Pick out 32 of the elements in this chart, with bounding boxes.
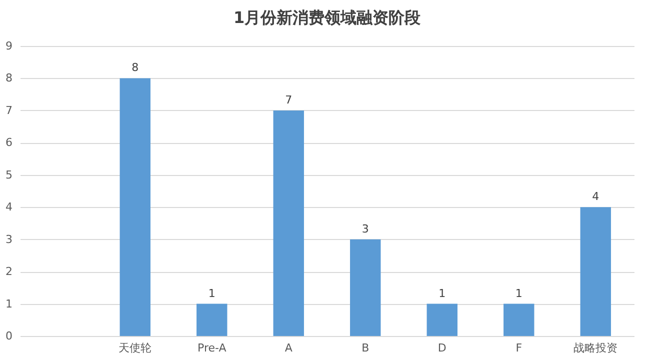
chart-title: 1月份新消费领域融资阶段 <box>233 8 422 27</box>
y-tick-label: 2 <box>6 265 12 278</box>
data-label: 1 <box>208 286 216 300</box>
bar <box>273 110 304 336</box>
y-tick-label: 6 <box>6 136 12 150</box>
y-tick-label: 9 <box>6 40 12 52</box>
x-tick-label: D <box>438 342 446 354</box>
x-tick-label: F <box>516 342 522 354</box>
x-tick-label: B <box>362 342 370 354</box>
x-tick-label: 战略投资 <box>574 342 618 354</box>
data-label: 1 <box>438 286 446 300</box>
y-tick-label: 3 <box>6 232 12 246</box>
bar <box>580 207 611 336</box>
x-tick-label: Pre-A <box>198 342 227 354</box>
y-tick-label: 1 <box>6 297 12 310</box>
bar <box>196 304 228 336</box>
bar <box>426 304 458 336</box>
y-tick-label: 7 <box>6 104 12 117</box>
bar <box>120 78 150 336</box>
data-label: 1 <box>515 286 522 300</box>
bar <box>350 239 381 336</box>
data-label: 3 <box>362 222 369 236</box>
y-tick-label: 4 <box>6 200 12 214</box>
data-label: 4 <box>592 190 600 204</box>
data-label: 7 <box>285 93 292 106</box>
y-tick-label: 8 <box>6 72 12 85</box>
bar <box>504 304 534 336</box>
x-tick-label: A <box>284 342 293 354</box>
data-label: 8 <box>132 61 139 74</box>
y-tick-label: 0 <box>6 330 12 342</box>
y-tick-label: 5 <box>6 168 12 182</box>
x-tick-label: 天使轮 <box>118 342 152 354</box>
